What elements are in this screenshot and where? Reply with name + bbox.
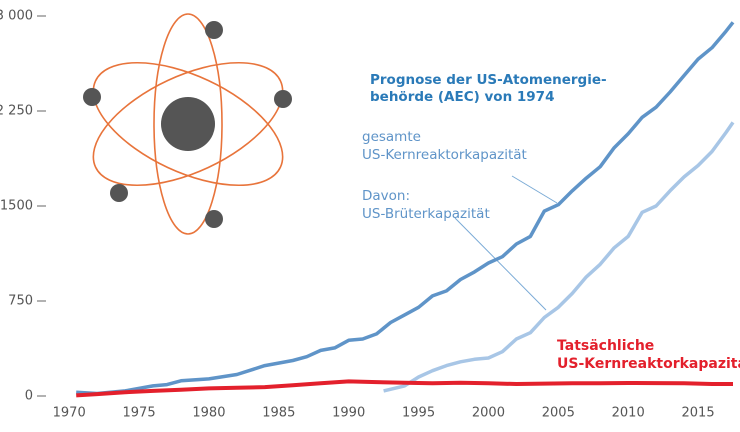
series-line <box>383 121 735 393</box>
y-tick-label: 2 250 <box>0 104 33 119</box>
series-line <box>76 379 733 398</box>
leader-line <box>511 175 558 204</box>
series-label: Tatsächliche <box>557 338 654 354</box>
series-label: US-Kernreaktorkapazität <box>362 147 527 163</box>
atom-icon <box>83 13 292 235</box>
x-tick-label: 2010 <box>612 406 645 421</box>
leader-line <box>454 217 547 311</box>
x-tick-label: 1995 <box>402 406 435 421</box>
y-tick-label: 3 000 <box>0 9 33 24</box>
x-tick-label: 2000 <box>472 406 505 421</box>
x-tick-label: 1970 <box>53 406 86 421</box>
x-tick-label: 1985 <box>262 406 295 421</box>
series-label: gesamte <box>362 129 421 145</box>
title: Prognose der US-Atomenergie- <box>370 72 607 88</box>
y-tick-label: 0 <box>25 389 33 404</box>
series-label: Davon: <box>362 188 410 204</box>
series-label: US-Kernreaktorkapazität <box>557 356 740 372</box>
y-tick-label: 750 <box>8 294 33 309</box>
x-tick-label: 1975 <box>123 406 156 421</box>
title: behörde (AEC) von 1974 <box>370 89 554 105</box>
series-line <box>76 21 735 396</box>
x-tick-label: 2015 <box>682 406 715 421</box>
series-label: US-Brüterkapazität <box>362 206 490 222</box>
x-tick-label: 1990 <box>332 406 365 421</box>
x-tick-label: 2005 <box>542 406 575 421</box>
x-tick-label: 1980 <box>192 406 225 421</box>
y-tick-label: 1500 <box>0 199 33 214</box>
